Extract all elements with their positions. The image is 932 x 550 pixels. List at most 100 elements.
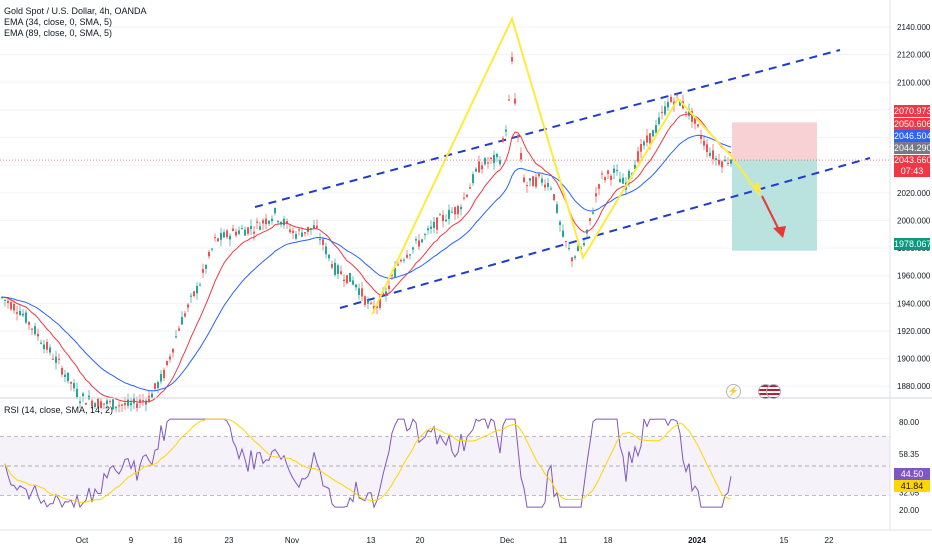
price-tick-label: 2120.000 [897, 51, 931, 60]
candle-body [526, 185, 528, 187]
candle-body [139, 399, 141, 403]
candle-body [403, 259, 405, 261]
candle-body [439, 214, 441, 216]
candle-body [55, 356, 57, 363]
projection-arrows[interactable] [731, 156, 786, 238]
candle-body [547, 183, 549, 187]
candle-body [604, 177, 606, 181]
candle-body [64, 374, 66, 377]
rsi-value-tag: 44.50 [894, 468, 930, 480]
rsi-axis[interactable]: 80.00 58.35 32.05 20.00 [899, 418, 920, 515]
candle-body [637, 151, 639, 162]
time-tick-label: Dec [500, 536, 514, 545]
channel-lower-line[interactable] [339, 157, 871, 309]
candle-body [694, 117, 696, 124]
candle-body [481, 165, 483, 170]
candle-body [286, 221, 288, 224]
ema-89-legend[interactable]: EMA (89, close, 0, SMA, 5) [4, 28, 113, 38]
candle-body [178, 328, 180, 331]
time-axis[interactable]: Oct 9 16 23 Nov 13 20 Dec 11 18 2024 15 22 [76, 536, 834, 545]
candle-body [661, 111, 663, 113]
candle-body [595, 193, 597, 197]
candle-body [325, 246, 327, 255]
candle-body [451, 211, 453, 213]
time-tick-label: 20 [416, 536, 425, 545]
candle-body [244, 229, 246, 236]
candle-body [112, 399, 114, 410]
candle-body [43, 344, 45, 350]
candle-body [58, 358, 60, 360]
candle-body [271, 218, 273, 222]
candle-body [310, 228, 312, 230]
price-axis[interactable]: 2140.0002120.0002100.0002080.0002060.000… [897, 23, 931, 391]
candle-body [610, 175, 612, 180]
candle-body [220, 233, 222, 240]
candle-body [469, 187, 471, 189]
candle-body [430, 226, 432, 229]
us-flag-icon[interactable] [766, 384, 781, 399]
candle-body [496, 153, 498, 158]
candle-body [355, 284, 357, 288]
candle-body [466, 194, 468, 197]
candle-body [685, 111, 687, 113]
candle-body [313, 225, 315, 229]
candle-body [28, 322, 30, 325]
candle-body [199, 284, 201, 286]
candle-body [46, 341, 48, 350]
candle-body [280, 221, 282, 225]
time-tick-label: 23 [225, 536, 234, 545]
price-channel[interactable] [254, 49, 871, 309]
last-price-tag: 2043.660 07:43 [894, 155, 932, 177]
candle-body [697, 124, 699, 127]
candle-body [292, 230, 294, 234]
candle-body [34, 326, 36, 335]
candle-body [529, 178, 531, 181]
candle-body [643, 141, 645, 146]
candle-body [49, 347, 51, 353]
candle-body [559, 221, 561, 225]
candle-body [376, 306, 378, 309]
candle-body [571, 257, 573, 262]
price-grid [0, 26, 890, 387]
candle-body [493, 154, 495, 164]
channel-upper-line[interactable] [254, 49, 841, 208]
candle-body [454, 207, 456, 215]
rsi-ma-value-tag: 41.84 [894, 480, 930, 492]
candle-body [7, 300, 9, 304]
harmonic-pattern[interactable] [371, 15, 733, 315]
rsi-tick-label: 80.00 [899, 418, 920, 427]
candle-body [76, 388, 78, 398]
rsi-legend[interactable]: RSI (14, close, SMA, 14, 2) [4, 405, 114, 415]
candle-body [523, 177, 525, 183]
candle-body [172, 348, 174, 353]
candle-body [535, 177, 537, 187]
candle-body [676, 94, 678, 96]
candle-body [598, 184, 600, 189]
symbol-legend[interactable]: Gold Spot / U.S. Dollar, 4h, OANDA EMA (… [4, 6, 147, 39]
price-tick-label: 1940.000 [897, 299, 931, 308]
price-tick-label: 2140.000 [897, 23, 931, 32]
candle-body [349, 272, 351, 282]
projection-arrow-2[interactable] [761, 195, 781, 233]
candle-body [145, 400, 147, 405]
price-tick-label: 1960.000 [897, 272, 931, 281]
candle-body [670, 96, 672, 103]
arrowhead-icon [752, 182, 762, 192]
candle-body [634, 164, 636, 169]
candle-body [415, 239, 417, 241]
candle-body [235, 231, 237, 236]
ema-89-line [1, 134, 732, 392]
candle-body [505, 129, 507, 132]
lightning-icon[interactable]: ⚡ [726, 384, 741, 399]
candle-body [121, 404, 123, 406]
candle-body [70, 381, 72, 384]
price-tick-label: 1880.000 [897, 382, 931, 391]
candle-body [607, 170, 609, 174]
entry-price-tag: 2044.290 [894, 142, 932, 154]
ema-34-legend[interactable]: EMA (34, close, 0, SMA, 5) [4, 17, 113, 27]
candle-body [487, 162, 489, 164]
candle-body [562, 230, 564, 237]
candle-body [304, 232, 306, 234]
stop-loss-zone[interactable] [732, 122, 817, 161]
